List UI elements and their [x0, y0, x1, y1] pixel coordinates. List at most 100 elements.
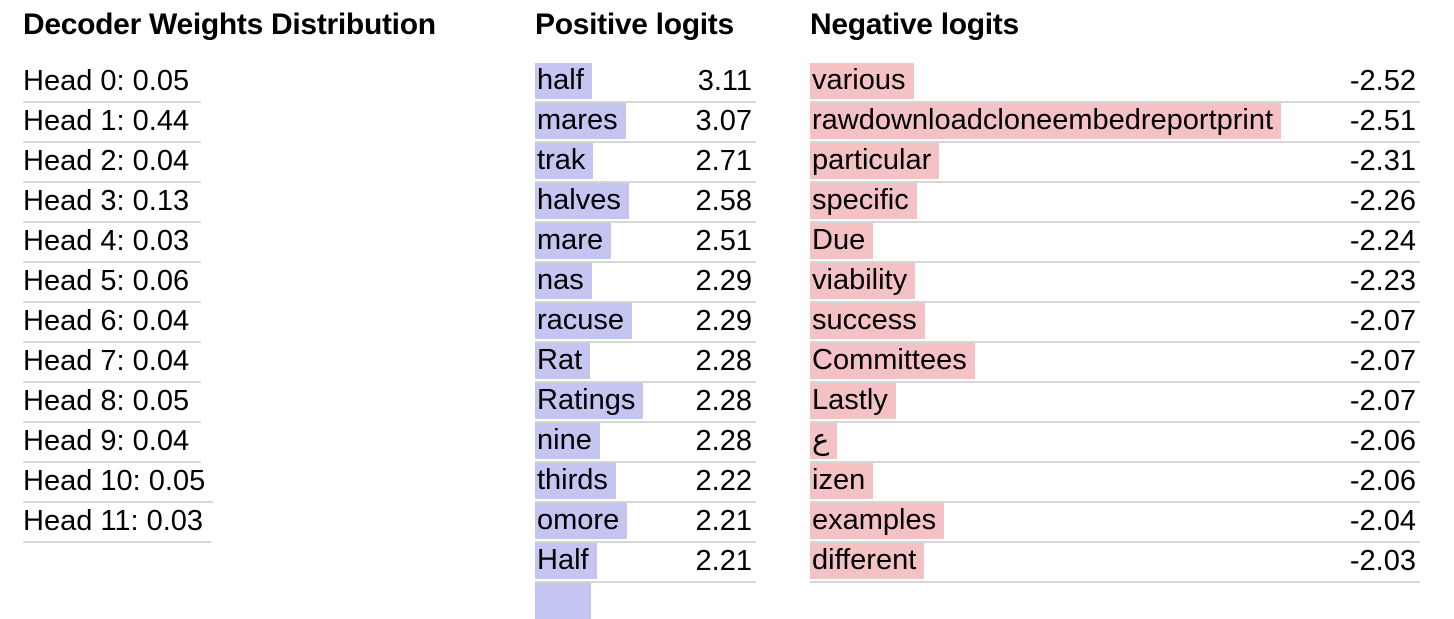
positive-logits-rows: half 3.11 mares 3.07 trak 2.71 halves 2.58 mare 2…: [535, 63, 756, 619]
logit-value: 2.28: [695, 345, 752, 377]
logit-row: mares 3.07: [535, 103, 756, 143]
logit-value: 3.11: [697, 65, 752, 97]
logit-row: different -2.03: [810, 543, 1420, 583]
logit-row: particular -2.31: [810, 143, 1420, 183]
logit-row: success -2.07: [810, 303, 1420, 343]
logit-value: -2.31: [1349, 145, 1416, 177]
token-highlight: Committees: [810, 343, 975, 379]
token-highlight: Lastly: [810, 383, 896, 419]
positive-logits-panel: Positive logits half 3.11 mares 3.07 trak 2.7…: [535, 10, 756, 619]
partial-token-highlight: [535, 583, 591, 619]
logit-row: viability -2.23: [810, 263, 1420, 303]
logit-row: examples -2.04: [810, 503, 1420, 543]
logit-value: -2.23: [1349, 265, 1416, 297]
token-highlight: specific: [810, 183, 917, 219]
logit-row: nas 2.29: [535, 263, 756, 303]
token-highlight: Due: [810, 223, 874, 259]
logit-value: 2.71: [695, 145, 752, 177]
head-weight-row: Head 2: 0.04: [23, 143, 201, 183]
decoder-weights-rows: Head 0: 0.05 Head 1: 0.44 Head 2: 0.04 Head…: [23, 63, 503, 543]
logit-row: thirds 2.22: [535, 463, 756, 503]
token-highlight: Half: [535, 543, 597, 579]
head-weight-row: Head 10: 0.05: [23, 463, 214, 503]
decoder-weights-title: Decoder Weights Distribution: [23, 8, 436, 41]
logit-value: 2.51: [695, 225, 752, 257]
decoder-weights-panel: Decoder Weights Distribution Head 0: 0.0…: [23, 10, 503, 543]
negative-logits-rows: various -2.52 rawdownloadcloneembedreportp…: [810, 63, 1420, 583]
negative-logits-panel: Negative logits various -2.52 rawdownloadc…: [810, 10, 1420, 583]
token-highlight: viability: [810, 263, 916, 299]
logit-value: -2.24: [1349, 225, 1416, 257]
logit-row: Half 2.21: [535, 543, 756, 583]
logit-row: Rat 2.28: [535, 343, 756, 383]
logit-row: Due -2.24: [810, 223, 1420, 263]
head-weight-row: Head 3: 0.13: [23, 183, 201, 223]
logit-value: -2.26: [1349, 185, 1416, 217]
logit-value: -2.06: [1349, 425, 1416, 457]
token-highlight: mare: [535, 223, 612, 259]
logit-value: 3.07: [695, 105, 752, 137]
token-highlight: different: [810, 543, 925, 579]
head-weight-row: Head 4: 0.03: [23, 223, 201, 263]
head-weight-row: Head 9: 0.04: [23, 423, 201, 463]
logit-value: 2.21: [695, 505, 752, 537]
logit-value: -2.06: [1349, 465, 1416, 497]
logit-row: nine 2.28: [535, 423, 756, 463]
logit-value: -2.51: [1349, 105, 1416, 137]
token-highlight: examples: [810, 503, 945, 539]
logit-row: Committees -2.07: [810, 343, 1420, 383]
token-highlight: ع: [810, 423, 838, 459]
head-weight-row: Head 1: 0.44: [23, 103, 201, 143]
logit-value: -2.03: [1349, 545, 1416, 577]
logit-row: omore 2.21: [535, 503, 756, 543]
head-weight-row: Head 5: 0.06: [23, 263, 201, 303]
logit-row: rawdownloadcloneembedreportprint -2.51: [810, 103, 1420, 143]
logit-value: 2.22: [695, 465, 752, 497]
logit-row: mare 2.51: [535, 223, 756, 263]
token-highlight: half: [535, 63, 592, 99]
head-weight-row: Head 11: 0.03: [23, 503, 212, 543]
logit-value: -2.52: [1349, 65, 1416, 97]
logit-value: -2.07: [1349, 305, 1416, 337]
logit-row: half 3.11: [535, 63, 756, 103]
token-highlight: izen: [810, 463, 874, 499]
negative-logits-title: Negative logits: [810, 8, 1019, 41]
logit-value: 2.28: [695, 385, 752, 417]
logit-value: -2.04: [1349, 505, 1416, 537]
logit-row: trak 2.71: [535, 143, 756, 183]
token-highlight: omore: [535, 503, 628, 539]
logit-value: 2.21: [695, 545, 752, 577]
logit-row: specific -2.26: [810, 183, 1420, 223]
head-weight-row: Head 7: 0.04: [23, 343, 201, 383]
token-highlight: nas: [535, 263, 592, 299]
logit-value: 2.29: [695, 265, 752, 297]
logit-value: 2.28: [695, 425, 752, 457]
logit-value: 2.58: [695, 185, 752, 217]
positive-logits-title: Positive logits: [535, 8, 734, 41]
logit-row: various -2.52: [810, 63, 1420, 103]
token-highlight: various: [810, 63, 914, 99]
token-highlight: particular: [810, 143, 940, 179]
head-weight-row: Head 8: 0.05: [23, 383, 201, 423]
logit-value: 2.29: [695, 305, 752, 337]
token-highlight: halves: [535, 183, 629, 219]
logit-row: Ratings 2.28: [535, 383, 756, 423]
token-highlight: nine: [535, 423, 600, 459]
token-highlight: racuse: [535, 303, 633, 339]
logit-value: -2.07: [1349, 385, 1416, 417]
logit-row: Lastly -2.07: [810, 383, 1420, 423]
logit-row: ع -2.06: [810, 423, 1420, 463]
token-highlight: Rat: [535, 343, 591, 379]
logit-row: racuse 2.29: [535, 303, 756, 343]
head-weight-row: Head 0: 0.05: [23, 63, 201, 103]
logit-value: -2.07: [1349, 345, 1416, 377]
token-highlight: Ratings: [535, 383, 644, 419]
token-highlight: trak: [535, 143, 594, 179]
token-highlight: thirds: [535, 463, 616, 499]
head-weight-row: Head 6: 0.04: [23, 303, 201, 343]
token-highlight: mares: [535, 103, 626, 139]
logit-row: halves 2.58: [535, 183, 756, 223]
token-highlight: rawdownloadcloneembedreportprint: [810, 103, 1282, 139]
token-highlight: success: [810, 303, 925, 339]
logit-row: izen -2.06: [810, 463, 1420, 503]
